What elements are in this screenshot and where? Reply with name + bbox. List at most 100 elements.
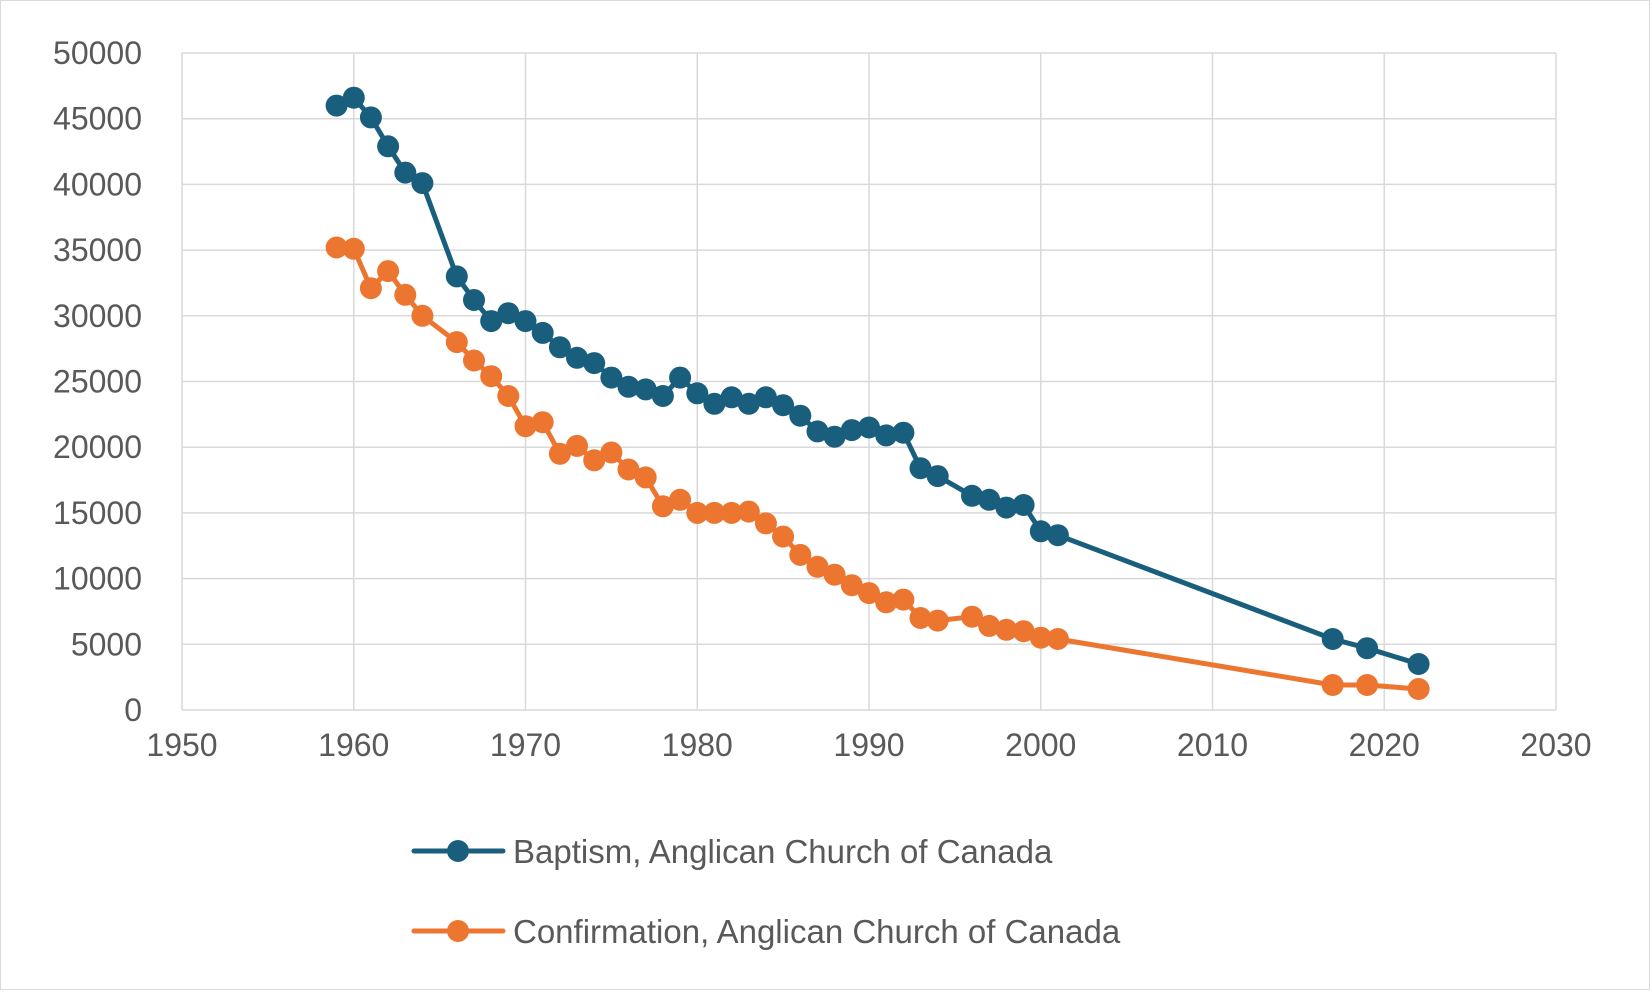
data-point <box>411 304 434 327</box>
data-point <box>377 135 400 158</box>
data-point <box>1407 678 1430 700</box>
data-point <box>737 392 760 415</box>
data-point <box>720 386 743 409</box>
data-point <box>703 392 726 415</box>
data-point <box>651 495 674 518</box>
y-axis-tick-labels: 0 5000 10000 15000 20000 25000 30000 35000 40000… <box>53 35 142 728</box>
data-point <box>754 512 777 535</box>
data-point <box>480 310 503 333</box>
data-point <box>325 94 348 117</box>
data-point <box>1029 626 1052 649</box>
data-point <box>617 458 640 481</box>
data-point <box>978 488 1001 511</box>
data-point <box>823 563 846 586</box>
data-point <box>342 237 365 260</box>
data-point <box>1356 637 1379 660</box>
y-tick-label: 0 <box>124 692 142 728</box>
y-tick-label: 25000 <box>53 364 142 400</box>
data-point <box>463 289 485 311</box>
data-point <box>1012 620 1035 643</box>
data-point <box>548 336 571 359</box>
data-point <box>995 618 1018 641</box>
legend-marker-swatch <box>447 840 469 862</box>
x-tick-label: 1960 <box>318 727 389 763</box>
data-point <box>858 416 880 439</box>
data-point <box>566 346 588 369</box>
y-tick-label: 5000 <box>71 626 142 662</box>
data-point <box>411 172 434 195</box>
data-point <box>926 609 949 632</box>
data-point <box>892 421 915 444</box>
data-point <box>789 543 812 566</box>
data-point <box>342 86 365 109</box>
legend-entry: Confirmation, Anglican Church of Canada <box>411 913 1121 950</box>
y-tick-label: 30000 <box>53 298 142 334</box>
data-point <box>1012 494 1035 516</box>
series-confirmation <box>325 236 1430 700</box>
data-point <box>600 366 623 389</box>
data-point <box>686 501 709 524</box>
data-point <box>669 488 692 511</box>
data-point <box>1046 628 1069 650</box>
data-point <box>978 614 1001 637</box>
data-point <box>583 352 606 375</box>
data-point <box>772 525 795 548</box>
data-point <box>359 106 382 129</box>
data-point <box>823 425 846 448</box>
data-point <box>995 496 1018 519</box>
data-point <box>531 321 554 344</box>
data-point <box>445 265 468 288</box>
data-point <box>840 419 863 442</box>
data-point <box>1321 628 1344 650</box>
legend: Baptism, Anglican Church of Canada Confir… <box>411 833 1121 950</box>
data-point <box>909 607 932 629</box>
data-point <box>961 484 983 507</box>
x-axis-tick-labels: 1950 1960 1970 1980 1990 2000 2010 2020 2030 <box>146 727 1591 763</box>
data-point <box>566 434 588 457</box>
data-point <box>892 588 915 611</box>
data-point <box>634 378 657 401</box>
data-point <box>497 385 520 407</box>
data-point <box>840 574 863 597</box>
data-point <box>875 591 898 614</box>
legend-entry: Baptism, Anglican Church of Canada <box>411 833 1053 870</box>
y-tick-label: 40000 <box>53 166 142 202</box>
data-point <box>858 582 880 605</box>
data-point <box>926 465 949 488</box>
data-point <box>394 161 417 184</box>
legend-label: Baptism, Anglican Church of Canada <box>513 833 1053 870</box>
y-tick-label: 20000 <box>53 429 142 465</box>
x-tick-label: 2000 <box>1005 727 1076 763</box>
gridlines <box>181 52 1557 711</box>
data-point <box>377 260 400 283</box>
data-point <box>961 605 983 628</box>
data-point <box>583 449 606 472</box>
data-point <box>909 457 932 480</box>
series-baptism <box>325 86 1430 675</box>
data-point <box>754 386 777 409</box>
x-tick-label: 1980 <box>662 727 733 763</box>
data-series <box>325 86 1430 700</box>
data-point <box>686 382 709 405</box>
data-point <box>359 277 382 300</box>
data-point <box>806 555 829 578</box>
data-point <box>703 501 726 524</box>
x-tick-label: 1970 <box>490 727 561 763</box>
data-point <box>634 466 657 489</box>
x-tick-label: 1950 <box>146 727 217 763</box>
data-point <box>480 365 503 388</box>
x-tick-label: 1990 <box>833 727 904 763</box>
data-point <box>737 500 760 523</box>
y-tick-label: 50000 <box>53 35 142 71</box>
data-point <box>463 349 485 372</box>
data-point <box>1356 674 1379 696</box>
data-point <box>600 441 623 464</box>
data-point <box>669 366 692 389</box>
data-point <box>514 415 537 438</box>
data-point <box>1046 524 1069 547</box>
data-point <box>531 411 554 434</box>
data-point <box>325 236 348 259</box>
x-tick-label: 2010 <box>1177 727 1248 763</box>
legend-label: Confirmation, Anglican Church of Canada <box>513 913 1121 950</box>
